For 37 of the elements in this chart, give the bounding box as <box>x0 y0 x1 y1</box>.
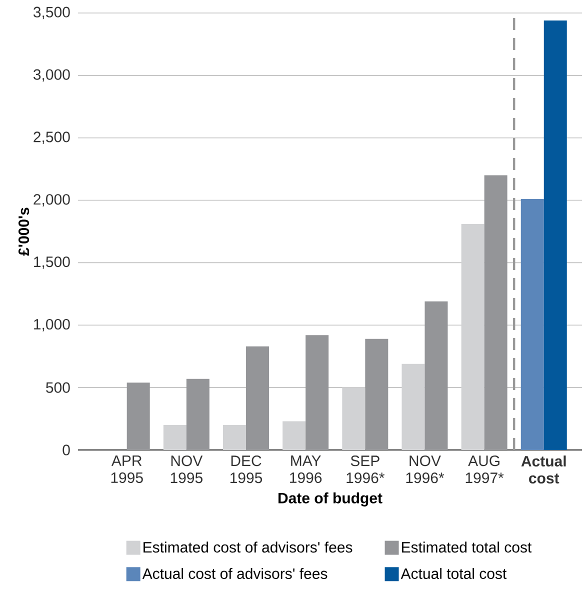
bar <box>164 425 187 450</box>
x-tick-label: AUG 1997* <box>466 456 504 484</box>
bar <box>402 364 425 450</box>
bar <box>246 346 270 450</box>
bar <box>461 224 484 450</box>
x-tick-label: NOV 1996* <box>406 456 444 484</box>
legend-label: Actual total cost <box>401 568 507 579</box>
y-tick-label: 1,500 <box>34 256 70 269</box>
y-tick-label: 2,000 <box>34 194 70 206</box>
bar <box>521 199 544 450</box>
y-tick-label: 1,000 <box>34 318 70 332</box>
bar <box>342 388 366 450</box>
y-tick-label: 2,500 <box>34 132 70 144</box>
x-tick-label: MAY 1996 <box>290 456 322 483</box>
x-tick-label: DEC 1995 <box>230 456 262 484</box>
x-tick-label: NOV 1995 <box>171 456 203 484</box>
y-tick-label: 0 <box>62 444 70 456</box>
bar <box>186 378 210 450</box>
bar <box>365 338 388 450</box>
y-tick-label: 3,500 <box>34 6 70 20</box>
x-axis-title: Date of budget <box>278 492 383 506</box>
legend-label: Actual cost of advisors' fees <box>142 568 328 579</box>
x-tick-label: APR 1995 <box>112 456 144 483</box>
y-axis-title: £'000's <box>18 208 30 256</box>
legend-label: Estimated total cost <box>402 542 532 553</box>
x-tick-label: SEP 1996* <box>346 456 385 484</box>
bar <box>544 20 568 450</box>
y-tick-label: 500 <box>46 382 70 393</box>
x-tick-label: Actual cost <box>522 456 566 484</box>
bar <box>127 382 150 450</box>
y-tick-label: 3,000 <box>34 69 70 82</box>
bar <box>484 175 508 450</box>
bar <box>424 301 448 450</box>
bar <box>223 425 246 450</box>
bar <box>282 421 306 450</box>
legend-label: Estimated cost of advisors' fees <box>144 542 352 553</box>
bar <box>306 335 329 450</box>
